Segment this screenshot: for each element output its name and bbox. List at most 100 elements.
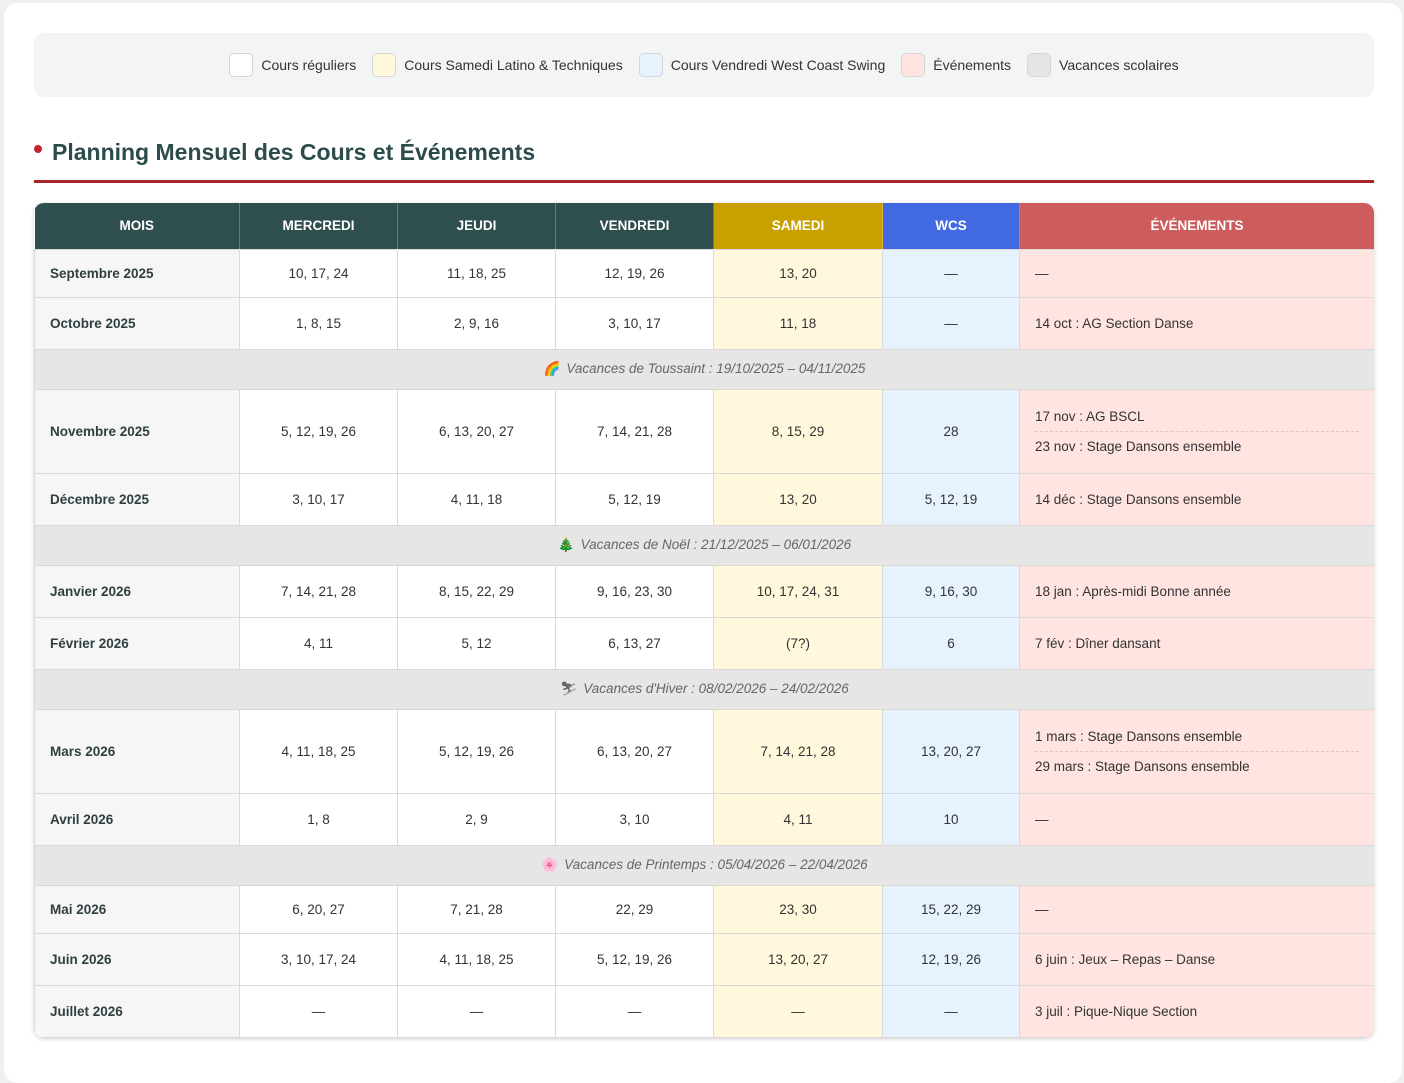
table-row: Mars 2026 4, 11, 18, 25 5, 12, 19, 26 6, 13… (34, 708, 1374, 794)
vendredi-cell: 5, 12, 19, 26 (555, 932, 714, 986)
vacation-cell: 🌸 Vacances de Printemps : 05/04/2026 – 22… (34, 844, 1374, 886)
samedi-cell: 11, 18 (713, 296, 883, 350)
wcs-cell: 9, 16, 30 (882, 564, 1020, 618)
samedi-cell: 13, 20 (713, 248, 883, 298)
vendredi-cell: 7, 14, 21, 28 (555, 388, 714, 474)
legend: Cours réguliers Cours Samedi Latino & Tec… (34, 33, 1374, 97)
mercredi-cell: 3, 10, 17, 24 (239, 932, 398, 986)
month-cell: Avril 2026 (34, 792, 240, 846)
event-item: 7 fév : Dîner dansant (1035, 635, 1161, 651)
wcs-cell: 28 (882, 388, 1020, 474)
event-item: — (1035, 265, 1049, 281)
month-cell: Septembre 2025 (34, 248, 240, 298)
jeudi-cell: 6, 13, 20, 27 (397, 388, 556, 474)
header-mois: Mois (34, 203, 240, 249)
wcs-cell: 13, 20, 27 (882, 708, 1020, 794)
event-item: — (1035, 811, 1049, 827)
evenements-cell: 14 déc : Stage Dansons ensemble (1019, 472, 1374, 526)
mercredi-cell: 4, 11 (239, 616, 398, 670)
table-row: Septembre 2025 10, 17, 24 11, 18, 25 12, 19… (34, 248, 1374, 298)
jeudi-cell: 5, 12 (397, 616, 556, 670)
legend-item: Cours réguliers (229, 53, 356, 77)
section-header: Planning Mensuel des Cours et Événements (34, 133, 1374, 183)
month-cell: Décembre 2025 (34, 472, 240, 526)
legend-swatch (229, 53, 254, 77)
mercredi-cell: 4, 11, 18, 25 (239, 708, 398, 794)
mercredi-cell: — (239, 984, 398, 1038)
vendredi-cell: 3, 10, 17 (555, 296, 714, 350)
skier-icon: ⛷ (560, 681, 578, 696)
vendredi-cell: 9, 16, 23, 30 (555, 564, 714, 618)
header-wcs: WCS (882, 203, 1020, 249)
month-cell: Mai 2026 (34, 884, 240, 934)
jeudi-cell: — (397, 984, 556, 1038)
jeudi-cell: 8, 15, 22, 29 (397, 564, 556, 618)
vendredi-cell: 5, 12, 19 (555, 472, 714, 526)
samedi-cell: — (713, 984, 883, 1038)
table-row: Juillet 2026— — — — —3 juil : Pique-Nique Se… (34, 984, 1374, 1038)
legend-label: Événements (933, 57, 1012, 73)
schedule-table-wrapper: Mois Mercredi Jeudi Vendredi Samedi WCS … (34, 203, 1374, 1038)
vacation-cell: 🌈 Vacances de Toussaint : 19/10/2025 – 04… (34, 348, 1374, 390)
samedi-cell: (7?) (713, 616, 883, 670)
legend-swatch (1027, 53, 1052, 77)
legend-item: Vacances scolaires (1027, 53, 1179, 77)
evenements-cell: 17 nov : AG BSCL 23 nov : Stage Dansons e… (1019, 388, 1374, 474)
header-vendredi: Vendredi (555, 203, 714, 249)
jeudi-cell: 4, 11, 18, 25 (397, 932, 556, 986)
mercredi-cell: 3, 10, 17 (239, 472, 398, 526)
event-item: 29 mars : Stage Dansons ensemble (1035, 750, 1359, 781)
event-item: 14 déc : Stage Dansons ensemble (1035, 491, 1242, 507)
mercredi-cell: 1, 8, 15 (239, 296, 398, 350)
samedi-cell: 10, 17, 24, 31 (713, 564, 883, 618)
vacation-row: 🎄 Vacances de Noël : 21/12/2025 – 06/01/2… (34, 524, 1374, 566)
legend-label: Cours réguliers (261, 57, 357, 73)
wcs-cell: 15, 22, 29 (882, 884, 1020, 934)
legend-label: Vacances scolaires (1059, 57, 1179, 73)
jeudi-cell: 11, 18, 25 (397, 248, 556, 298)
jeudi-cell: 2, 9, 16 (397, 296, 556, 350)
table-row: Février 2026 4, 11 5, 12 6, 13, 27 (7?) 6 7 fé… (34, 616, 1374, 670)
page-title: Planning Mensuel des Cours et Événements (52, 139, 536, 165)
legend-item: Événements (901, 53, 1011, 77)
wcs-cell: — (882, 248, 1020, 298)
vacation-row: 🌸 Vacances de Printemps : 05/04/2026 – 22… (34, 844, 1374, 886)
mercredi-cell: 5, 12, 19, 26 (239, 388, 398, 474)
month-cell: Mars 2026 (34, 708, 240, 794)
vacation-text: Vacances de Printemps : 05/04/2026 – 22/… (564, 857, 868, 872)
evenements-cell: 7 fév : Dîner dansant (1019, 616, 1374, 670)
vacation-cell: 🎄 Vacances de Noël : 21/12/2025 – 06/01/2… (34, 524, 1374, 566)
legend-swatch (372, 53, 397, 77)
wcs-cell: 6 (882, 616, 1020, 670)
header-jeudi: Jeudi (397, 203, 556, 249)
evenements-cell: — (1019, 884, 1374, 934)
event-item: 3 juil : Pique-Nique Section (1035, 1003, 1198, 1019)
schedule-table: Mois Mercredi Jeudi Vendredi Samedi WCS … (34, 203, 1374, 1038)
vendredi-cell: — (555, 984, 714, 1038)
event-item: 17 nov : AG BSCL (1035, 408, 1145, 424)
month-cell: Novembre 2025 (34, 388, 240, 474)
samedi-cell: 7, 14, 21, 28 (713, 708, 883, 794)
evenements-cell: — (1019, 248, 1374, 298)
month-cell: Juillet 2026 (34, 984, 240, 1038)
vendredi-cell: 12, 19, 26 (555, 248, 714, 298)
samedi-cell: 23, 30 (713, 884, 883, 934)
jeudi-cell: 2, 9 (397, 792, 556, 846)
vendredi-cell: 22, 29 (555, 884, 714, 934)
table-row: Avril 2026 1, 8 2, 9 3, 10 4, 11 10 — (34, 792, 1374, 846)
flower-icon: 🌸 (541, 857, 559, 872)
evenements-cell: — (1019, 792, 1374, 846)
samedi-cell: 13, 20, 27 (713, 932, 883, 986)
evenements-cell: 18 jan : Après-midi Bonne année (1019, 564, 1374, 618)
wcs-cell: 12, 19, 26 (882, 932, 1020, 986)
month-cell: Octobre 2025 (34, 296, 240, 350)
evenements-cell: 1 mars : Stage Dansons ensemble 29 mars :… (1019, 708, 1374, 794)
bullet-icon (34, 145, 42, 153)
month-cell: Février 2026 (34, 616, 240, 670)
wcs-cell: 5, 12, 19 (882, 472, 1020, 526)
wcs-cell: 10 (882, 792, 1020, 846)
vacation-text: Vacances d'Hiver : 08/02/2026 – 24/02/20… (583, 681, 849, 696)
event-item: — (1035, 901, 1049, 917)
vacation-row: ⛷ Vacances d'Hiver : 08/02/2026 – 24/02/2… (34, 668, 1374, 710)
vacation-text: Vacances de Noël : 21/12/2025 – 06/01/20… (580, 537, 852, 552)
